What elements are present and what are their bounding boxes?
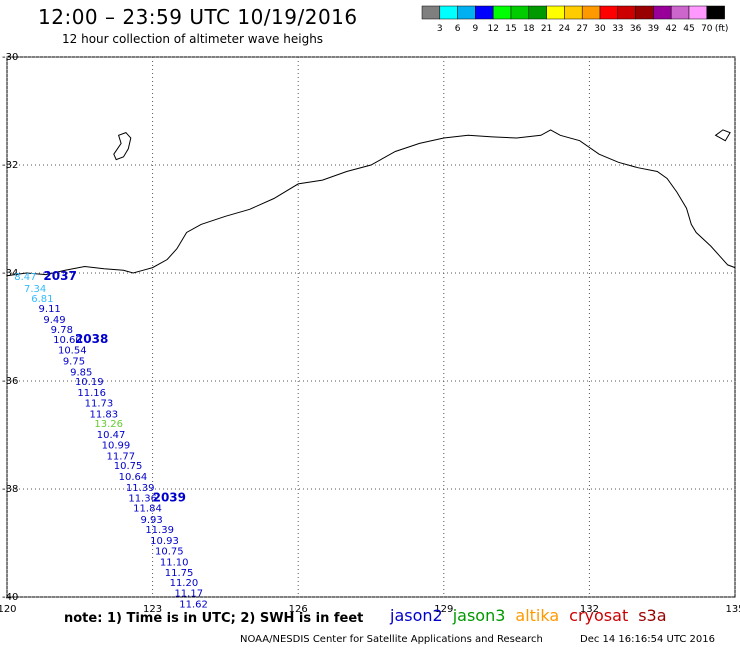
wave-height-label: 11.62: [179, 599, 208, 610]
colorbar-unit: (ft): [715, 24, 729, 34]
colorbar-tick-label: 3: [437, 24, 443, 34]
colorbar-tick-label: 30: [594, 24, 606, 34]
credit-text: NOAA/NESDIS Center for Satellite Applica…: [240, 634, 543, 645]
longitude-tick-label: 129: [434, 604, 453, 615]
colorbar-tick-label: 9: [473, 24, 479, 34]
wave-height-label: 10.47: [97, 430, 126, 441]
generated-timestamp: Dec 14 16:16:54 UTC 2016: [580, 634, 715, 645]
latitude-tick-label: -38: [2, 484, 18, 495]
latitude-tick-label: -40: [2, 592, 18, 603]
colorbar-tick-label: 15: [505, 24, 516, 34]
wave-height-label: 11.16: [77, 388, 106, 399]
wave-height-label: 11.75: [165, 568, 194, 579]
wave-height-label: 10.60: [53, 335, 82, 346]
colorbar-tick-label: 39: [648, 24, 660, 34]
map-title: 12:00 – 23:59 UTC 10/19/2016: [38, 5, 358, 29]
colorbar-tick-label: 24: [559, 24, 571, 34]
pass-time-label: 2038: [75, 332, 108, 346]
latitude-tick-label: -30: [2, 52, 18, 63]
satellite-name-altika: altika: [515, 606, 560, 625]
pass-time-label: 2037: [43, 269, 76, 283]
wave-height-label: 9.78: [51, 325, 73, 336]
wave-height-label: 11.84: [133, 503, 162, 514]
latitude-tick-label: -36: [2, 376, 18, 387]
colorbar-tick-label: 27: [576, 24, 587, 34]
wave-height-label: 9.75: [63, 356, 85, 367]
color-scale-legend: 3 6 9 12 15 18 21 24 27 30 33 36 39 42 45 70 (ft): [421, 5, 729, 34]
wave-height-label: 9.49: [43, 315, 65, 326]
pass-time-label: 2039: [153, 491, 186, 505]
colorbar-tick-label: 18: [523, 24, 535, 34]
colorbar-tick-label: 36: [630, 24, 642, 34]
colorbar-tick-label: 33: [612, 24, 623, 34]
longitude-tick-label: 120: [0, 604, 17, 615]
wave-height-label: 11.39: [145, 525, 174, 536]
longitude-tick-label: 135: [725, 604, 740, 615]
colorbar-tick-label: 70: [701, 24, 713, 34]
island-outline: [714, 129, 731, 142]
colorbar-tick-label: 45: [683, 24, 694, 34]
latitude-tick-label: -34: [2, 268, 18, 279]
wave-height-label: 8.47: [14, 272, 36, 283]
map-subtitle: 12 hour collection of altimeter wave hei…: [62, 32, 324, 46]
map-frame: [6, 56, 736, 598]
wave-height-label: 6.81: [31, 294, 53, 305]
wave-height-label: 9.85: [70, 367, 92, 378]
satellite-name-jason2: jason2: [390, 606, 443, 625]
wave-height-label: 9.11: [39, 304, 61, 315]
satellite-name-jason3: jason3: [452, 606, 506, 625]
wave-height-label: 10.75: [155, 547, 184, 558]
wave-height-label: 11.83: [90, 409, 119, 420]
satellite-legend: jason2 jason3 altika cryosat s3a: [390, 606, 677, 625]
satellite-name-cryosat: cryosat: [569, 606, 629, 625]
wave-height-label: 11.77: [106, 452, 135, 463]
latitude-tick-label: -32: [2, 160, 18, 171]
wave-height-label: 11.36: [128, 494, 157, 505]
satellite-name-s3a: s3a: [638, 606, 667, 625]
wave-height-label: 10.54: [58, 346, 87, 357]
colorbar-tick-label: 42: [665, 24, 676, 34]
wave-height-label: 10.75: [114, 461, 143, 472]
wave-height-label: 9.93: [140, 515, 162, 526]
island-outline: [113, 132, 132, 161]
wave-height-label: 11.20: [170, 578, 199, 589]
wave-height-label: 10.99: [102, 441, 131, 452]
wave-height-label: 7.34: [24, 284, 46, 295]
longitude-tick-label: 123: [143, 604, 162, 615]
wave-height-label: 10.93: [150, 536, 179, 547]
footer-note: note: 1) Time is in UTC; 2) SWH is in fe…: [64, 611, 364, 626]
colorbar-tick-label: 21: [541, 24, 552, 34]
longitude-tick-label: 126: [289, 604, 308, 615]
wave-height-label: 10.64: [119, 472, 148, 483]
wave-height-label: 11.10: [160, 557, 189, 568]
color-swatch: [706, 5, 725, 20]
wave-height-label: 11.73: [85, 399, 114, 410]
wave-height-label: 11.39: [126, 483, 155, 494]
longitude-tick-label: 132: [580, 604, 599, 615]
colorbar-tick-label: 12: [487, 24, 498, 34]
wave-height-label: 13.26: [94, 419, 123, 430]
wave-height-label: 11.17: [174, 589, 203, 600]
coastline: [6, 129, 736, 277]
wave-height-label: 10.19: [75, 377, 104, 388]
colorbar-tick-label: 6: [455, 24, 461, 34]
